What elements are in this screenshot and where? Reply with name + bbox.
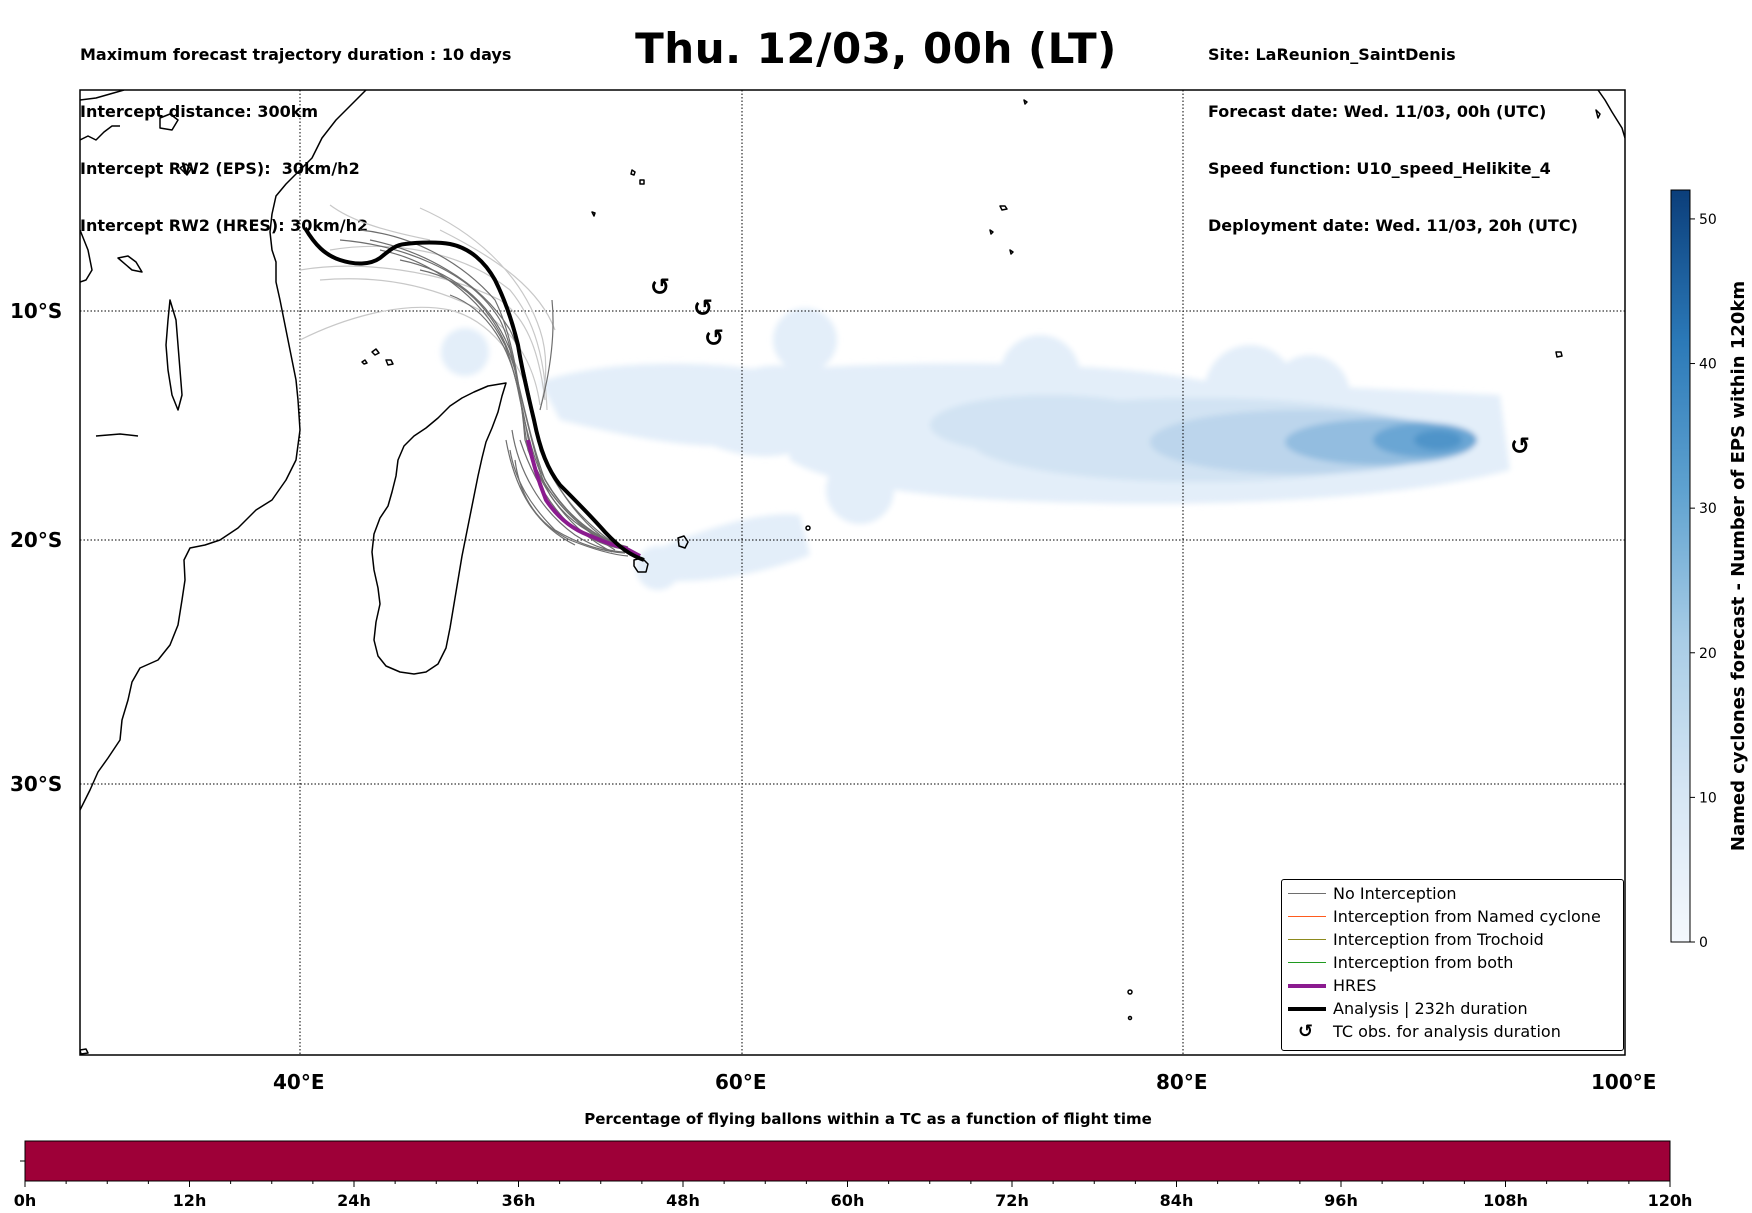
tc-obs-icon: ↺ [1298, 1021, 1314, 1042]
legend-line-swatch [1288, 893, 1326, 894]
bottom-tick-label: 0h [14, 1191, 37, 1210]
cyclone-density-field [441, 308, 1510, 590]
madagascar [371, 382, 507, 675]
legend-label: TC obs. for analysis duration [1333, 1022, 1561, 1041]
colorbar-gradient [1670, 189, 1691, 943]
mauritius-island [677, 535, 689, 549]
legend-line-swatch [1288, 984, 1326, 988]
lon-label-60e: 60°E [715, 1070, 767, 1094]
legend-label: Interception from Trochoid [1333, 930, 1544, 949]
tc-observations: ↺ ↺ ↺ ↺ [650, 273, 1530, 460]
legend-line-swatch [1288, 962, 1326, 963]
legend-item-tc-obs: ↺ TC obs. for analysis duration [1282, 1021, 1623, 1043]
legend-line-swatch [1288, 1007, 1326, 1011]
legend-line-swatch [1288, 916, 1326, 917]
colorbar-tick-label: 40 [1699, 357, 1717, 373]
colorbar-right: 0 10 20 30 40 50 Named cyclones forecast - Nu… [1670, 189, 1749, 951]
header-right-line: Forecast date: Wed. 11/03, 00h (UTC) [1208, 102, 1547, 121]
header-left: Maximum forecast trajectory duration : 1… [80, 7, 511, 254]
header-right-line: Deployment date: Wed. 11/03, 20h (UTC) [1208, 216, 1578, 235]
header-left-line: Maximum forecast trajectory duration : 1… [80, 45, 512, 64]
legend-item-trochoid: Interception from Trochoid [1282, 929, 1623, 951]
header-right-line: Speed function: U10_speed_Helikite_4 [1208, 159, 1551, 178]
legend-line-swatch [1288, 939, 1326, 940]
bottom-tick-label: 120h [1648, 1191, 1693, 1210]
map-content: ↺ ↺ ↺ ↺ [80, 90, 1625, 1055]
tc-obs-symbol: ↺ [704, 324, 724, 352]
legend-item-no-interception: No Interception [1282, 883, 1623, 905]
header-left-line: Intercept distance: 300km [80, 102, 319, 121]
legend-item-named-cyclone: Interception from Named cyclone [1282, 906, 1623, 928]
header-left-line: Intercept RW2 (EPS): 30km/h2 [80, 159, 360, 178]
lat-label-10s: 10°S [10, 299, 63, 323]
bottom-tick-label: 60h [831, 1191, 865, 1210]
lon-label-40e: 40°E [273, 1070, 325, 1094]
lon-label-80e: 80°E [1156, 1070, 1208, 1094]
bottom-tick-label: 108h [1483, 1191, 1528, 1210]
bottom-tick-label: 24h [337, 1191, 371, 1210]
bottom-tick-label: 48h [666, 1191, 700, 1210]
lat-label-20s: 20°S [10, 528, 63, 552]
colorbar-tick-label: 0 [1699, 935, 1708, 951]
tc-obs-symbol: ↺ [650, 273, 670, 301]
legend-label: Interception from both [1333, 953, 1514, 972]
header-left-line: Intercept RW2 (HRES): 30km/h2 [80, 216, 369, 235]
colorbar-label: Named cyclones forecast - Number of EPS … [1728, 281, 1749, 851]
coastlines [80, 90, 1625, 1055]
legend-label: HRES [1333, 976, 1377, 995]
tc-obs-symbol: ↺ [1510, 432, 1530, 460]
legend-label: Interception from Named cyclone [1333, 907, 1601, 926]
colorbar-bottom: Percentage of flying ballons within a TC… [14, 1110, 1693, 1210]
bottom-tick-label: 36h [502, 1191, 536, 1210]
lat-label-30s: 30°S [10, 772, 63, 796]
bottom-colorbar-ticks: 0h 12h 24h 36h 48h 60h 72h 84h 96h 108h 120h [14, 1181, 1693, 1210]
colorbar-tick-label: 20 [1699, 646, 1717, 662]
map-legend: No Interception Interception from Named … [1281, 879, 1624, 1051]
bottom-tick-label: 12h [173, 1191, 207, 1210]
tc-obs-symbol: ↺ [693, 294, 713, 322]
analysis-trajectory [303, 226, 645, 562]
bottom-tick-label: 84h [1160, 1191, 1194, 1210]
map-title: Thu. 12/03, 00h (LT) [635, 24, 1117, 73]
colorbar-tick-label: 10 [1699, 790, 1717, 806]
legend-item-both: Interception from both [1282, 952, 1623, 974]
legend-label: Analysis | 232h duration [1333, 999, 1528, 1018]
map-frame [79, 89, 1626, 1056]
lon-label-100e: 100°E [1591, 1070, 1657, 1094]
legend-label: No Interception [1333, 884, 1457, 903]
bottom-colorbar-fill [24, 1140, 1671, 1182]
header-right: Site: LaReunion_SaintDenis Forecast date… [1208, 7, 1578, 254]
legend-item-hres: HRES [1282, 975, 1623, 997]
africa-coast [80, 90, 367, 811]
legend-item-analysis: Analysis | 232h duration [1282, 998, 1623, 1020]
colorbar-tick-label: 30 [1699, 501, 1717, 517]
bottom-tick-label: 96h [1324, 1191, 1358, 1210]
colorbar-ticks: 0 10 20 30 40 50 [1690, 212, 1717, 951]
colorbar-tick-label: 50 [1699, 212, 1717, 228]
bottom-tick-label: 72h [995, 1191, 1029, 1210]
header-right-line: Site: LaReunion_SaintDenis [1208, 45, 1456, 64]
bottom-colorbar-title: Percentage of flying ballons within a TC… [584, 1110, 1152, 1128]
hres-trajectory [526, 439, 641, 558]
